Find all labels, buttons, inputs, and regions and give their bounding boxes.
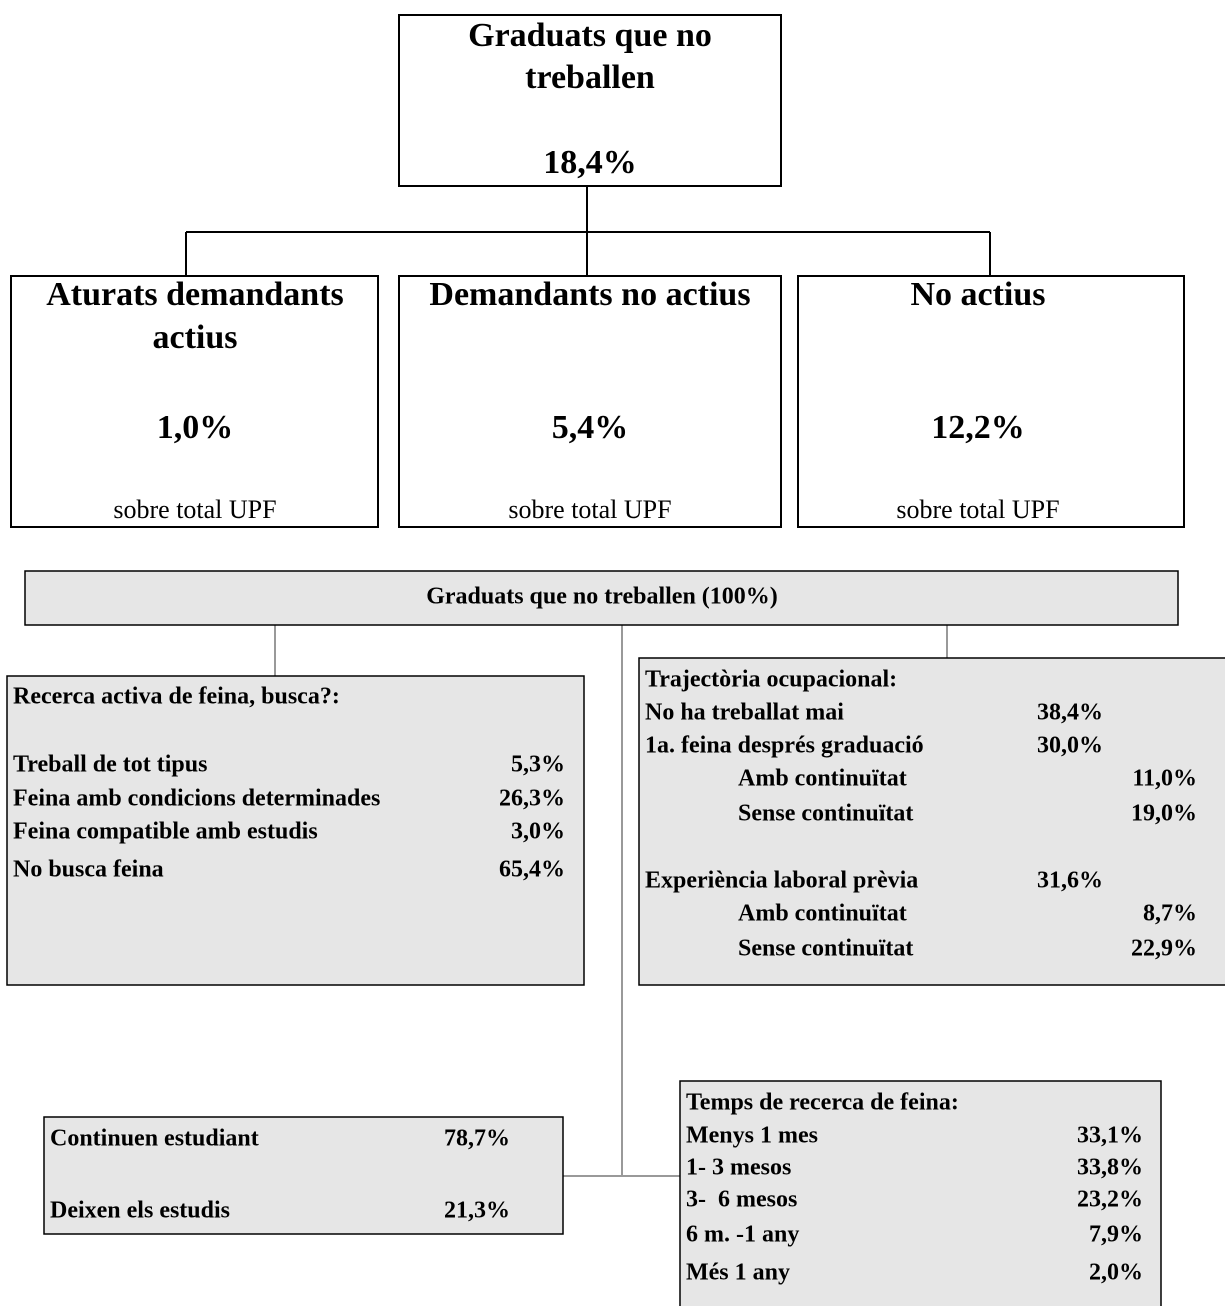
group-value: 12,2% bbox=[931, 409, 1025, 446]
search-label: Feina amb condicions determinades bbox=[13, 786, 380, 812]
group-note: sobre total UPF bbox=[508, 495, 671, 524]
studies-box bbox=[43, 1116, 564, 1235]
trajectory-label: No ha treballat mai bbox=[645, 700, 844, 726]
studies-label: Continuen estudiant bbox=[50, 1126, 259, 1152]
tree-lines bbox=[185, 186, 991, 276]
trajectory-sub-label: Sense continuïtat bbox=[738, 801, 913, 827]
time-title: Temps de recerca de feina: bbox=[686, 1090, 959, 1116]
group-value: 5,4% bbox=[552, 409, 629, 446]
search-value: 65,4% bbox=[499, 857, 565, 883]
time-label: 1- 3 mesos bbox=[686, 1155, 791, 1181]
trajectory-sub-value: 11,0% bbox=[1132, 766, 1197, 792]
group-title: No actius bbox=[910, 276, 1045, 313]
panel-lines bbox=[274, 625, 948, 1177]
group-title: Aturats demandants bbox=[46, 276, 344, 313]
trajectory-label: Experiència laboral prèvia bbox=[645, 868, 918, 894]
time-label: Més 1 any bbox=[686, 1260, 790, 1286]
trajectory-sub-value: 8,7% bbox=[1143, 901, 1197, 927]
trajectory-sub-label: Amb continuïtat bbox=[738, 901, 907, 927]
time-value: 33,8% bbox=[1077, 1155, 1143, 1181]
group-note: sobre total UPF bbox=[113, 495, 276, 524]
time-label: 6 m. -1 any bbox=[686, 1222, 799, 1248]
trajectory-label: 1a. feina després graduació bbox=[645, 733, 924, 759]
time-label: 3- 6 mesos bbox=[686, 1187, 797, 1213]
search-value: 3,0% bbox=[511, 819, 565, 845]
trajectory-sub-label: Sense continuïtat bbox=[738, 936, 913, 962]
panel-title: Graduats que no treballen (100%) bbox=[426, 584, 778, 610]
trajectory-title: Trajectòria ocupacional: bbox=[645, 667, 897, 693]
search-value: 26,3% bbox=[499, 786, 565, 812]
search-title: Recerca activa de feina, busca?: bbox=[13, 684, 340, 710]
trajectory-value: 31,6% bbox=[1037, 868, 1103, 894]
group-note: sobre total UPF bbox=[896, 495, 1059, 524]
trajectory-sub-value: 19,0% bbox=[1131, 801, 1197, 827]
search-label: Treball de tot tipus bbox=[13, 752, 207, 778]
time-value: 23,2% bbox=[1077, 1187, 1143, 1213]
studies-value: 78,7% bbox=[444, 1126, 510, 1152]
time-box bbox=[679, 1080, 1162, 1306]
search-label: Feina compatible amb estudis bbox=[13, 819, 318, 845]
top-title: Graduats que no bbox=[468, 17, 712, 54]
top-value: 18,4% bbox=[543, 144, 637, 181]
connectors bbox=[10, 14, 1185, 528]
group-box bbox=[10, 275, 379, 528]
panel-box bbox=[24, 570, 1179, 626]
trajectory-sub-value: 22,9% bbox=[1131, 936, 1197, 962]
studies-label: Deixen els estudis bbox=[50, 1198, 230, 1224]
search-box bbox=[6, 675, 585, 986]
time-value: 33,1% bbox=[1077, 1123, 1143, 1149]
time-label: Menys 1 mes bbox=[686, 1123, 818, 1149]
search-label: No busca feina bbox=[13, 857, 164, 883]
trajectory-value: 30,0% bbox=[1037, 733, 1103, 759]
search-value: 5,3% bbox=[511, 752, 565, 778]
trajectory-box bbox=[638, 657, 1225, 986]
group-box bbox=[797, 275, 1185, 528]
time-value: 2,0% bbox=[1089, 1260, 1143, 1286]
top-box bbox=[398, 14, 782, 187]
group-title: actius bbox=[153, 319, 238, 356]
trajectory-value: 38,4% bbox=[1037, 700, 1103, 726]
trajectory-sub-label: Amb continuïtat bbox=[738, 766, 907, 792]
time-value: 7,9% bbox=[1089, 1222, 1143, 1248]
group-box bbox=[398, 275, 782, 528]
top-title: treballen bbox=[525, 59, 655, 96]
group-title: Demandants no actius bbox=[429, 276, 750, 313]
studies-value: 21,3% bbox=[444, 1198, 510, 1224]
panels bbox=[6, 570, 1225, 1306]
group-value: 1,0% bbox=[157, 409, 234, 446]
